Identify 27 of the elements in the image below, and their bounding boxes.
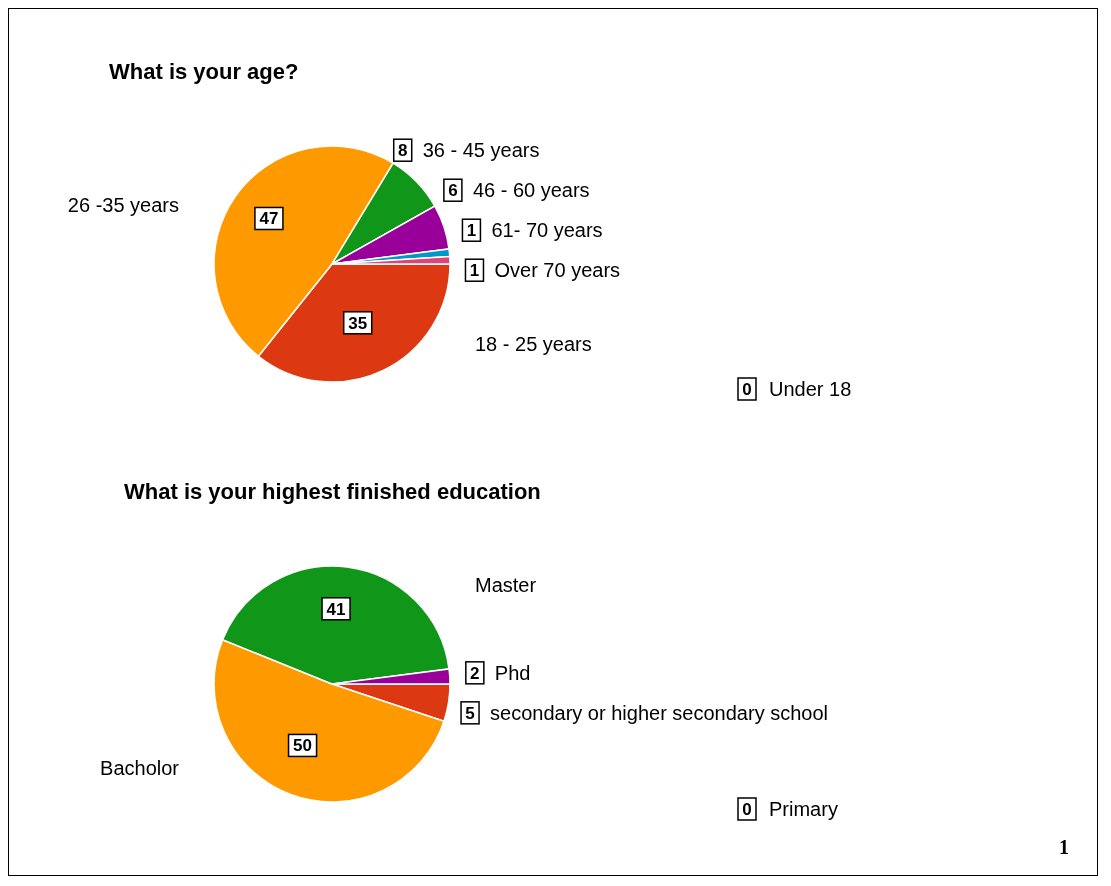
slice-label: secondary or higher secondary school [490,701,829,724]
data-label: 35 [348,313,368,333]
text: 1 [1059,836,1069,859]
data-label: 5 [465,703,475,723]
text: 0 [742,800,752,819]
slice-label: Over 70 years [494,259,621,282]
data-label: 8 [397,141,408,161]
text: 0 [742,380,752,399]
slice-label: 18 - 25 years [475,333,592,356]
chart-title: What is your age? [109,59,299,85]
legend-label: Primary [769,798,838,820]
legend-label: Under 18 [769,378,852,400]
slice-label: 26 -35 years [67,193,179,216]
data-label: 47 [259,209,279,229]
data-label: 6 [448,181,458,201]
slice-label: Bacholor [100,756,180,779]
slice-label: 46 - 60 years [472,179,590,202]
data-label: 41 [326,599,346,619]
slice-label: 36 - 45 years [422,139,540,162]
slice-label: Master [475,574,537,597]
slice-label: Phd [494,661,531,684]
data-label: 50 [293,736,313,756]
chart-title: What is your highest finished education [124,479,541,505]
slice-label: 61- 70 years [491,219,603,242]
data-label: 1 [469,261,480,281]
data-label: 1 [466,221,477,241]
data-label: 2 [470,663,480,683]
